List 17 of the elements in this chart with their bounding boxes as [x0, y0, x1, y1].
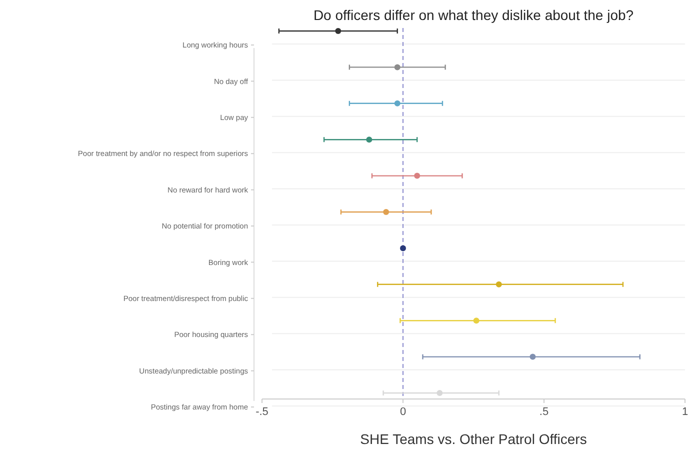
- x-tick-label: -.5: [256, 406, 268, 418]
- point: [394, 100, 400, 106]
- chart-title: Do officers differ on what they dislike about the job?: [313, 7, 634, 23]
- x-tick-label: 1: [682, 406, 688, 418]
- point: [383, 209, 390, 215]
- point: [335, 28, 342, 34]
- point: [436, 390, 443, 396]
- x-tick-label: 0: [400, 406, 406, 418]
- point: [394, 64, 400, 70]
- x-axis-title: SHE Teams vs. Other Patrol Officers: [360, 431, 587, 447]
- point: [496, 281, 502, 288]
- x-tick-label: .5: [539, 406, 549, 418]
- point: [366, 136, 372, 143]
- point: [414, 172, 420, 179]
- point: [400, 245, 406, 252]
- point: [473, 318, 480, 324]
- point: [530, 354, 536, 360]
